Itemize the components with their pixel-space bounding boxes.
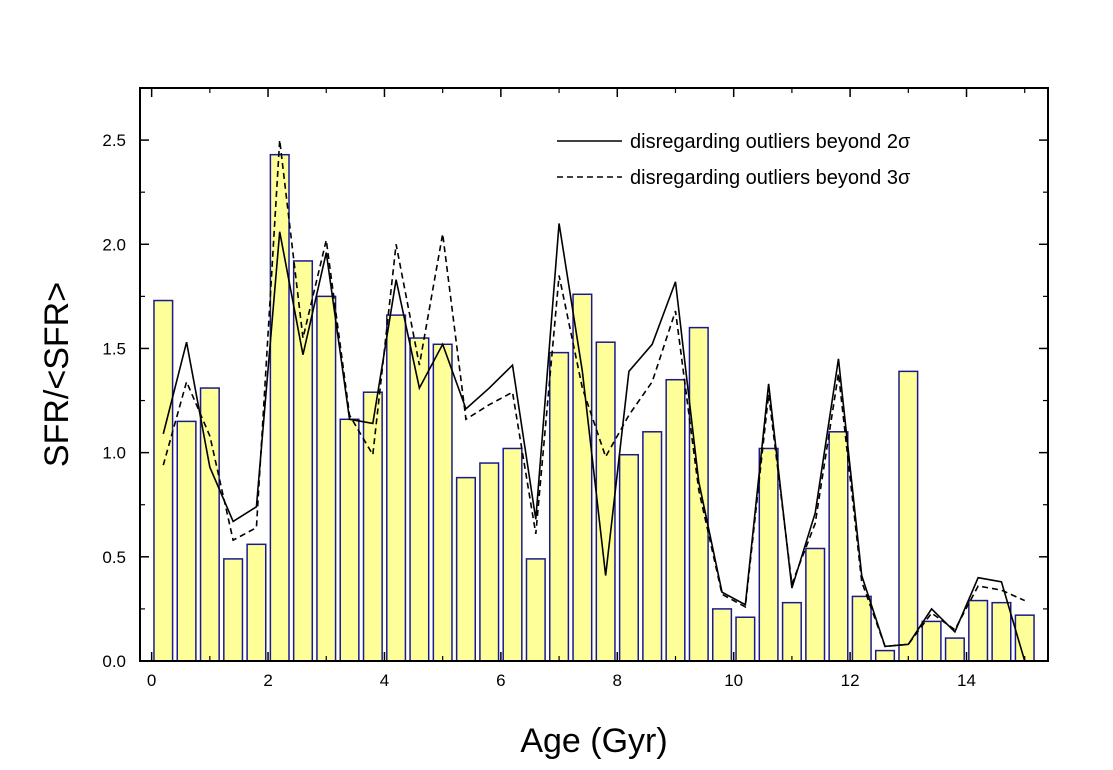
x-axis-ticks: 0 2 4 6 8 10 12 14 xyxy=(147,88,1026,690)
bar-18 xyxy=(572,293,593,662)
x-tick-label-3: 6 xyxy=(496,671,505,690)
bar-15 xyxy=(502,447,523,662)
bar-28 xyxy=(805,547,826,662)
bar-23 xyxy=(688,326,709,662)
lines-group xyxy=(162,139,1026,662)
bar-13 xyxy=(455,476,477,662)
bar-1 xyxy=(176,420,197,662)
x-tick-label-5: 10 xyxy=(724,671,743,690)
bar-22 xyxy=(665,378,686,662)
bar-16 xyxy=(525,558,546,662)
bar-25 xyxy=(735,616,756,662)
y-tick-label-2: 1.0 xyxy=(102,444,126,463)
bar-21 xyxy=(642,431,663,662)
x-tick-label-7: 14 xyxy=(957,671,976,690)
x-tick-label-0: 0 xyxy=(147,671,156,690)
bar-26 xyxy=(758,447,779,662)
bar-19 xyxy=(595,341,616,662)
y-tick-label-1: 0.5 xyxy=(102,548,126,567)
x-tick-label-4: 8 xyxy=(613,671,622,690)
bar-20 xyxy=(618,453,639,662)
y-tick-label-5: 2.5 xyxy=(102,131,126,150)
y-axis-title: SFR/<SFR> xyxy=(38,282,76,467)
series-line-3sigma xyxy=(162,139,1026,648)
bar-34 xyxy=(944,637,965,662)
bar-12 xyxy=(432,343,453,662)
bar-32 xyxy=(898,370,919,662)
bar-30 xyxy=(851,595,872,662)
bar-7 xyxy=(316,295,337,662)
bar-8 xyxy=(339,418,360,662)
bar-0 xyxy=(153,299,174,662)
bar-9 xyxy=(362,391,383,662)
bar-17 xyxy=(549,351,570,662)
y-axis-ticks: 0.0 0.5 1.0 1.5 2.0 2.5 xyxy=(102,131,1048,671)
bar-24 xyxy=(711,608,733,662)
bar-5 xyxy=(269,153,290,662)
bar-27 xyxy=(781,601,802,662)
bar-4 xyxy=(246,543,267,662)
bar-14 xyxy=(479,462,500,662)
bar-35 xyxy=(968,599,989,662)
y-tick-label-4: 2.0 xyxy=(102,235,126,254)
x-tick-label-2: 4 xyxy=(380,671,389,690)
legend: disregarding outliers beyond 2σ disregar… xyxy=(557,131,911,189)
bar-29 xyxy=(828,431,849,662)
bars-group xyxy=(153,153,1035,662)
bar-10 xyxy=(386,314,407,662)
y-tick-label-3: 1.5 xyxy=(102,339,126,358)
bar-31 xyxy=(874,649,896,662)
x-tick-label-6: 12 xyxy=(841,671,860,690)
x-axis-title: Age (Gyr) xyxy=(520,722,667,760)
legend-label-3sigma: disregarding outliers beyond 3σ xyxy=(630,167,911,189)
x-tick-label-1: 2 xyxy=(263,671,272,690)
plot-frame xyxy=(139,87,1049,662)
bar-33 xyxy=(921,620,942,662)
bar-3 xyxy=(223,558,244,662)
bar-36 xyxy=(991,601,1012,662)
legend-label-2sigma: disregarding outliers beyond 2σ xyxy=(630,131,911,153)
y-tick-label-0: 0.0 xyxy=(102,652,126,671)
